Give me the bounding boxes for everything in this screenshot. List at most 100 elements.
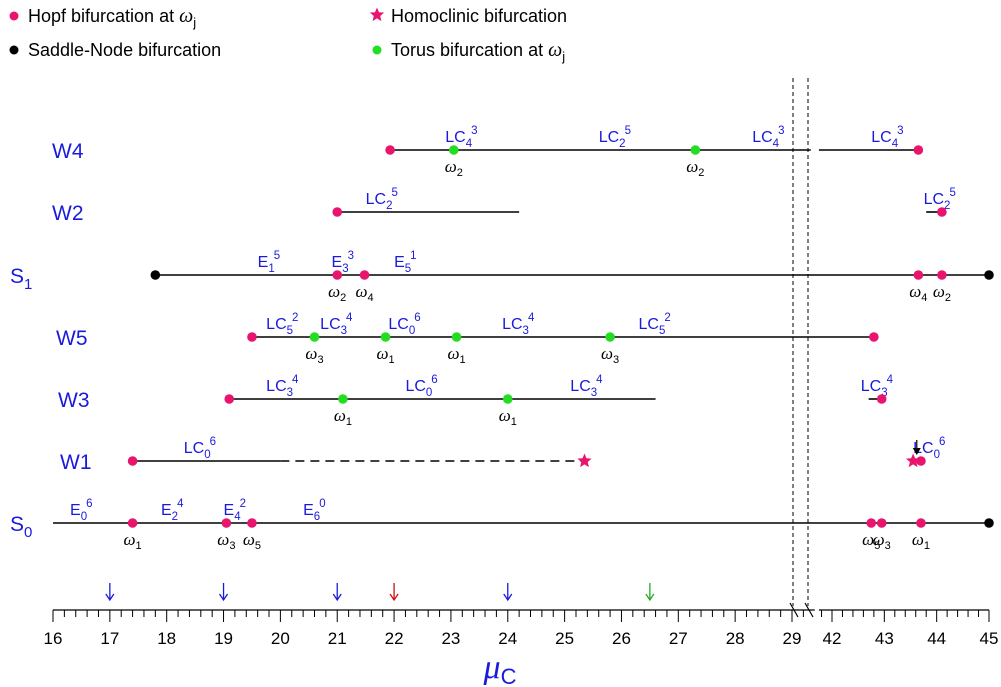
omega-subscript: 1 bbox=[136, 540, 142, 552]
hopf-point bbox=[876, 518, 887, 528]
omega-symbol: ω bbox=[862, 530, 874, 549]
omega-label: ω1 bbox=[448, 344, 466, 366]
hopf-point bbox=[332, 207, 343, 217]
label-subscript: 0 bbox=[204, 449, 210, 461]
x-axis-symbol: μ bbox=[483, 649, 501, 686]
label-base: E bbox=[224, 502, 235, 519]
branch-label: LC43 bbox=[445, 125, 477, 150]
tick-label: 23 bbox=[441, 629, 460, 648]
branch-label: LC43 bbox=[871, 125, 903, 150]
omega-subscript: 4 bbox=[367, 292, 373, 304]
omega-symbol: ω bbox=[933, 282, 945, 301]
omega-label: ω5 bbox=[243, 530, 261, 552]
row-label-s0: S0 bbox=[10, 513, 32, 541]
tick-label: 42 bbox=[823, 629, 842, 648]
branch-label: E15 bbox=[258, 250, 280, 275]
branch-label: LC06 bbox=[388, 312, 420, 337]
omega-subscript: 5 bbox=[874, 540, 880, 552]
branch-label: LC06 bbox=[184, 436, 216, 461]
omega-symbol: ω bbox=[305, 344, 317, 363]
branch-label: LC34 bbox=[570, 374, 603, 399]
omega-label: ω5 bbox=[862, 530, 880, 552]
omega-label: ω1 bbox=[376, 344, 394, 366]
label-subscript: 3 bbox=[287, 387, 293, 399]
torus-point bbox=[690, 145, 701, 155]
label-base: E bbox=[258, 254, 269, 271]
homoclinic-star bbox=[577, 453, 592, 468]
omega-label: ω2 bbox=[686, 157, 704, 179]
label-superscript: 3 bbox=[897, 125, 903, 137]
tick-label: 44 bbox=[927, 629, 946, 648]
legend-homoclinic-marker bbox=[369, 7, 385, 22]
label-base: LC bbox=[366, 191, 386, 208]
label-superscript: 6 bbox=[939, 436, 945, 448]
omega-subscript: 1 bbox=[924, 540, 930, 552]
label-superscript: 2 bbox=[240, 498, 246, 510]
branch-label: LC25 bbox=[366, 187, 398, 212]
label-superscript: 2 bbox=[664, 312, 670, 324]
omega-symbol: ω bbox=[686, 157, 698, 176]
tick-label: 28 bbox=[726, 629, 745, 648]
axis-marker-arrowhead bbox=[218, 593, 229, 602]
omega-label: ω1 bbox=[499, 406, 517, 428]
label-base: LC bbox=[502, 316, 522, 333]
omega-subscript: 2 bbox=[945, 292, 951, 304]
label-subscript: 0 bbox=[81, 511, 87, 523]
omega-subscript: 1 bbox=[511, 416, 517, 428]
label-base: LC bbox=[913, 440, 933, 457]
omega-label: ω1 bbox=[912, 530, 930, 552]
label-subscript: 0 bbox=[426, 387, 432, 399]
row-label-w3: W3 bbox=[58, 389, 90, 412]
legend-saddle-node-label: Saddle-Node bifurcation bbox=[28, 40, 221, 60]
hopf-point bbox=[127, 456, 138, 466]
omega-subscript: 2 bbox=[457, 167, 463, 179]
label-subscript: 6 bbox=[314, 511, 320, 523]
label-subscript: 1 bbox=[268, 263, 274, 275]
hopf-point bbox=[869, 332, 879, 342]
tick-label: 43 bbox=[875, 629, 894, 648]
axis-marker-arrowhead bbox=[645, 593, 655, 602]
hopf-point bbox=[866, 518, 877, 528]
label-base: LC bbox=[924, 191, 944, 208]
label-base: LC bbox=[570, 378, 590, 395]
row-label-text: W1 bbox=[60, 451, 92, 474]
omega-symbol: ω bbox=[328, 282, 340, 301]
branch-label: E24 bbox=[161, 498, 184, 523]
torus-point bbox=[451, 332, 462, 342]
label-subscript: 3 bbox=[342, 263, 348, 275]
label-superscript: 4 bbox=[177, 498, 184, 510]
torus-point bbox=[309, 332, 320, 342]
omega-subscript: 2 bbox=[698, 167, 704, 179]
omega-symbol: ω bbox=[909, 282, 921, 301]
label-superscript: 3 bbox=[778, 125, 784, 137]
row-label-text: W5 bbox=[56, 327, 88, 350]
axis-marker-arrowhead bbox=[389, 593, 399, 602]
branch-label: E06 bbox=[70, 498, 92, 523]
label-superscript: 4 bbox=[346, 312, 353, 324]
row-label-subscript: 1 bbox=[24, 276, 32, 293]
hopf-point bbox=[221, 518, 232, 528]
omega-subscript: 3 bbox=[229, 540, 235, 552]
tick-label: 21 bbox=[328, 629, 347, 648]
x-axis-subscript: C bbox=[501, 664, 517, 687]
tick-label: 25 bbox=[555, 629, 574, 648]
omega-label: ω2 bbox=[933, 282, 951, 304]
label-subscript: 0 bbox=[934, 449, 940, 461]
label-subscript: 0 bbox=[409, 325, 415, 337]
omega-subscript: 3 bbox=[317, 354, 323, 366]
label-subscript: 2 bbox=[172, 511, 178, 523]
label-subscript: 3 bbox=[881, 387, 887, 399]
label-subscript: 3 bbox=[591, 387, 597, 399]
omega-subscript: 2 bbox=[340, 292, 346, 304]
hopf-point bbox=[876, 394, 887, 404]
omega-symbol: ω bbox=[243, 530, 255, 549]
omega-label: ω4 bbox=[355, 282, 373, 304]
omega-symbol: ω bbox=[334, 406, 346, 425]
label-base: E bbox=[394, 254, 405, 271]
omega-symbol: ω bbox=[217, 530, 229, 549]
hopf-point bbox=[916, 518, 926, 528]
omega-symbol: ω bbox=[355, 282, 367, 301]
row-label-text: W2 bbox=[52, 202, 84, 225]
branch-label: E33 bbox=[332, 250, 354, 275]
label-subscript: 4 bbox=[773, 138, 780, 150]
